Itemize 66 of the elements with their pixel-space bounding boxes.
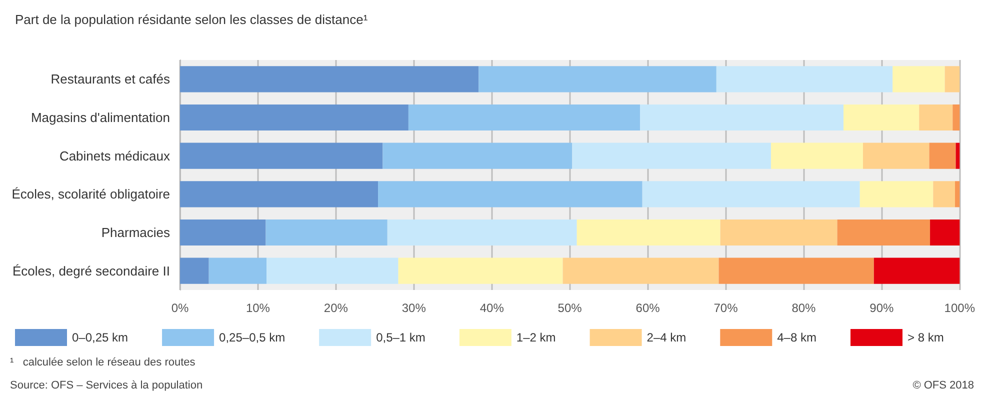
bar: [180, 181, 378, 208]
bar: [956, 142, 960, 169]
bar: [837, 219, 930, 246]
bar: [398, 258, 563, 284]
x-tick-label: 90%: [870, 301, 894, 315]
bar: [919, 104, 953, 131]
legend-label: 0,25–0,5 km: [219, 330, 286, 344]
legend-label: > 8 km: [907, 330, 944, 344]
bar: [378, 181, 642, 208]
x-tick-label: 20%: [324, 301, 348, 315]
bar: [408, 104, 640, 131]
bar: [208, 258, 267, 284]
text: © OFS 2018: [912, 380, 974, 392]
y-tick-label: Écoles, degré secondaire II: [12, 263, 170, 278]
bar: [180, 66, 479, 92]
bar: [930, 219, 960, 246]
x-tick-label: 10%: [246, 301, 270, 315]
bar: [952, 104, 960, 131]
y-tick-label: Pharmacies: [101, 225, 170, 240]
bar: [874, 258, 960, 284]
bar: [180, 104, 408, 131]
legend-label: 0,5–1 km: [376, 330, 426, 344]
bar: [478, 66, 716, 92]
bar: [933, 181, 955, 208]
bar: [718, 258, 874, 284]
bar: [860, 181, 934, 208]
bar: [770, 142, 863, 169]
legend-label: 4–8 km: [777, 330, 816, 344]
bar: [862, 142, 930, 169]
x-tick-label: 50%: [558, 301, 582, 315]
source-note: Source: OFS – Services à la population: [10, 380, 203, 392]
bar: [720, 219, 838, 246]
x-tick-label: 40%: [480, 301, 504, 315]
bar: [640, 104, 844, 131]
bar: [843, 104, 920, 131]
bar: [266, 258, 398, 284]
y-tick-label: Cabinets médicaux: [59, 148, 170, 164]
bar: [576, 219, 720, 246]
text: ¹ calculée selon le réseau des routes: [10, 356, 196, 368]
bar: [562, 258, 719, 284]
bar: [892, 66, 945, 92]
y-tick-label: Magasins d'alimentation: [30, 110, 170, 125]
bar: [944, 66, 960, 92]
x-tick-label: 80%: [792, 301, 816, 315]
bar: [954, 181, 960, 208]
x-tick-label: 0%: [171, 301, 189, 315]
bar: [387, 219, 577, 246]
bar: [180, 258, 209, 284]
bar: [266, 219, 388, 246]
bar: [716, 66, 893, 92]
bar: [572, 142, 771, 169]
chart-title: Part de la population résidante selon les classes de distance¹: [15, 12, 368, 27]
x-tick-label: 60%: [636, 301, 660, 315]
y-tick-label: Restaurants et cafés: [50, 72, 170, 87]
x-tick-label: 30%: [402, 301, 426, 315]
bar: [929, 142, 956, 169]
x-tick-label: 70%: [714, 301, 738, 315]
bar: [642, 181, 860, 208]
legend-label: 1–2 km: [516, 330, 556, 344]
bar: [180, 219, 266, 246]
legend-label: 0–0,25 km: [72, 330, 128, 344]
legend-label: 2–4 km: [646, 330, 686, 344]
y-tick-label: Écoles, scolarité obligatoire: [12, 186, 170, 202]
bar: [180, 142, 383, 169]
bar: [382, 142, 572, 169]
x-tick-label: 100%: [944, 301, 976, 315]
